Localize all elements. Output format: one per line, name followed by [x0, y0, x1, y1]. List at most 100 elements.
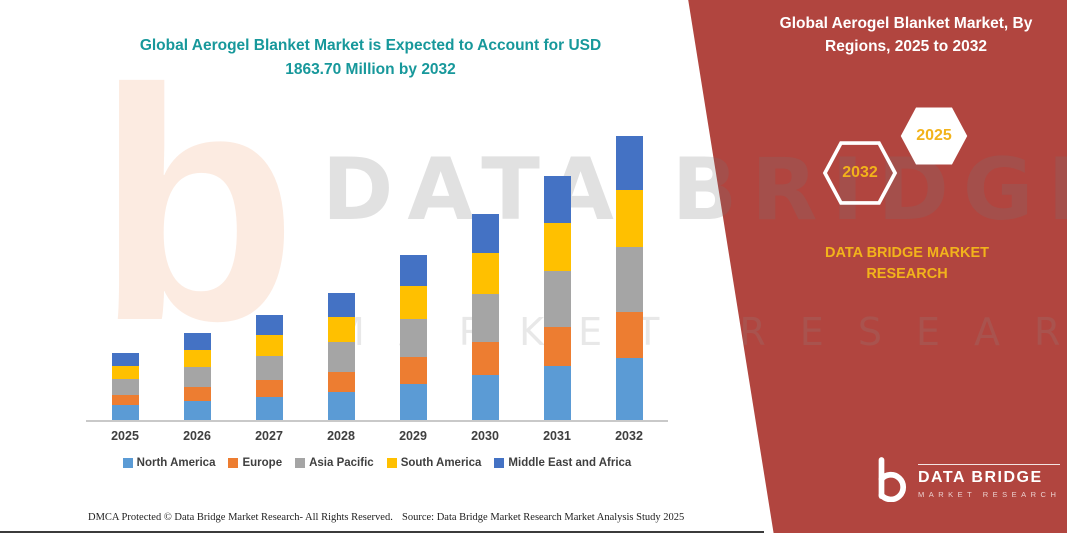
segment-north-america: [327, 392, 355, 420]
segment-north-america: [399, 383, 427, 420]
segment-middle-east-and-africa: [399, 254, 427, 286]
databridge-logo-watermark: b: [96, 20, 298, 389]
segment-asia-pacific: [111, 379, 139, 395]
segment-europe: [111, 394, 139, 406]
chart-title-line1: Global Aerogel Blanket Market is Expecte…: [139, 37, 602, 54]
segment-north-america: [615, 357, 643, 420]
chart-title-line2: 1863.70 Million by 2032: [285, 61, 456, 79]
segment-middle-east-and-africa: [471, 214, 499, 254]
legend-item-middle-east-and-africa: Middle East and Africa: [494, 457, 631, 469]
legend-label: Asia Pacific: [309, 457, 374, 469]
segment-asia-pacific: [255, 355, 283, 381]
bar-column-2029: [384, 254, 442, 420]
logo-name: DATA BRIDGE: [918, 469, 1043, 486]
stacked-bar-2028: [327, 292, 355, 420]
segment-europe: [615, 312, 643, 358]
segment-europe: [183, 387, 211, 401]
hexagon-2025: 2025: [900, 106, 968, 166]
legend-swatch: [386, 458, 397, 468]
segment-asia-pacific: [327, 342, 355, 372]
segment-south-america: [615, 189, 643, 247]
segment-south-america: [471, 253, 499, 295]
legend-label: North America: [136, 457, 216, 469]
segment-asia-pacific: [543, 271, 571, 328]
stacked-bar-2029: [399, 254, 427, 420]
x-tick-2026: 2026: [183, 429, 211, 443]
databridge-b-icon: [872, 456, 910, 507]
hexagon-outline-icon: [822, 141, 898, 205]
segment-asia-pacific: [615, 246, 643, 313]
legend-label: Europe: [242, 457, 283, 469]
legend-swatch: [122, 458, 133, 468]
stacked-bar-chart: 2025 2026 2027 2028 2029 2030 2031 2032 North A…: [86, 96, 668, 469]
segment-europe: [399, 357, 427, 384]
legend-label: Middle East and Africa: [508, 457, 632, 469]
hexagon-2032-label: 2032: [842, 164, 878, 181]
x-tick-2025: 2025: [111, 429, 139, 443]
bar-column-2025: [96, 352, 154, 420]
hexagon-2025-label: 2025: [916, 127, 952, 144]
legend-item-europe: Europe: [228, 457, 282, 469]
segment-asia-pacific: [183, 367, 211, 388]
segment-south-america: [543, 222, 571, 272]
plot-area: [86, 96, 668, 422]
segment-europe: [471, 341, 499, 375]
bar-column-2028: [312, 292, 370, 420]
chart-legend: North America Europe Asia Pacific South Ame…: [86, 457, 668, 469]
x-tick-2032: 2032: [615, 429, 643, 443]
footer-source-text: Source: Data Bridge Market Research Mark…: [402, 512, 685, 523]
bar-column-2030: [456, 214, 514, 420]
stacked-bar-2027: [255, 314, 283, 420]
chart-title: Global Aerogel Blanket Market is Expecte…: [108, 34, 633, 82]
stacked-bar-2032: [615, 136, 643, 420]
hexagon-filled-icon: [900, 107, 968, 165]
segment-middle-east-and-africa: [327, 292, 355, 317]
stacked-bar-2026: [183, 333, 211, 420]
segment-north-america: [543, 366, 571, 420]
panel-title: Global Aerogel Blanket Market, By Region…: [779, 15, 1033, 56]
footer-dmca-text: DMCA Protected © Data Bridge Market Rese…: [88, 512, 393, 523]
bar-column-2031: [528, 176, 586, 420]
x-tick-2031: 2031: [543, 429, 571, 443]
segment-asia-pacific: [399, 319, 427, 358]
segment-middle-east-and-africa: [543, 176, 571, 223]
segment-south-america: [183, 349, 211, 368]
segment-south-america: [255, 334, 283, 356]
segment-north-america: [111, 405, 139, 420]
legend-item-south-america: South America: [386, 457, 482, 469]
segment-north-america: [471, 374, 499, 420]
legend-swatch: [228, 458, 239, 468]
legend-item-asia-pacific: Asia Pacific: [295, 457, 374, 469]
x-tick-2029: 2029: [399, 429, 427, 443]
legend-label: South America: [400, 457, 482, 469]
x-tick-2030: 2030: [471, 429, 499, 443]
x-axis-labels: 2025 2026 2027 2028 2029 2030 2031 2032: [86, 429, 668, 443]
segment-europe: [543, 327, 571, 367]
stacked-bar-2030: [471, 214, 499, 420]
bar-column-2026: [168, 333, 226, 420]
logo-tagline: MARKET RESEARCH: [918, 490, 1061, 499]
bottom-divider: [0, 531, 764, 533]
stacked-bar-2031: [543, 176, 571, 420]
bar-column-2032: [600, 136, 658, 420]
segment-europe: [255, 380, 283, 397]
x-tick-2028: 2028: [327, 429, 355, 443]
segment-north-america: [255, 396, 283, 420]
databridge-logo: DATA BRIDGE MARKET RESEARCH: [872, 456, 1061, 507]
hexagon-2032: 2032: [822, 140, 898, 206]
x-tick-2027: 2027: [255, 429, 283, 443]
segment-middle-east-and-africa: [615, 136, 643, 190]
segment-south-america: [399, 285, 427, 320]
segment-middle-east-and-africa: [183, 333, 211, 350]
legend-item-north-america: North America: [122, 457, 216, 469]
segment-north-america: [183, 401, 211, 420]
segment-europe: [327, 371, 355, 392]
segment-middle-east-and-africa: [111, 352, 139, 366]
legend-swatch: [494, 458, 505, 468]
brand-caption: DATA BRIDGE MARKET RESEARCH: [824, 245, 990, 283]
segment-south-america: [327, 316, 355, 343]
stacked-bar-2025: [111, 352, 139, 420]
segment-asia-pacific: [471, 294, 499, 342]
bar-column-2027: [240, 314, 298, 420]
